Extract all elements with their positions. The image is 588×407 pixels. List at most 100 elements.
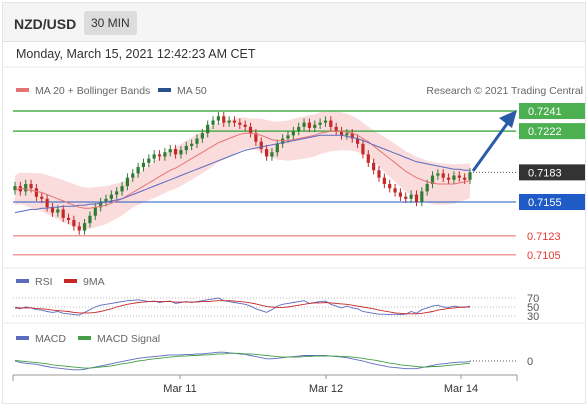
level-label-0.7105: 0.7105 — [527, 250, 561, 262]
macd-signal-legend-swatch — [78, 336, 91, 340]
rsi-level-label: 30 — [527, 311, 539, 323]
level-label-0.7183: 0.7183 — [528, 167, 562, 179]
macd-legend-swatch — [16, 336, 29, 340]
candle-body — [173, 149, 178, 155]
candle-body — [329, 120, 333, 127]
candle-body — [468, 172, 472, 180]
x-tick-label: Mar 14 — [444, 383, 478, 395]
candle-body — [420, 191, 424, 202]
timeframe-button[interactable]: 30 MIN — [84, 11, 137, 35]
candle-body — [50, 207, 55, 213]
candle-body — [446, 177, 451, 180]
chart-header: NZD/USD 30 MIN — [3, 3, 585, 42]
candle-body — [115, 191, 119, 195]
level-tag-0.7241 — [519, 103, 585, 119]
candle-body — [104, 198, 108, 202]
level-label-0.7155: 0.7155 — [528, 197, 562, 209]
candle-body — [190, 143, 194, 146]
candle-body — [179, 150, 183, 155]
candle-body — [88, 215, 92, 224]
x-tick-label: Mar 11 — [163, 383, 196, 395]
level-label-0.7222: 0.7222 — [528, 126, 562, 138]
candle-body — [393, 188, 397, 193]
candle-body — [355, 138, 360, 144]
candle-body — [441, 173, 445, 178]
macd-legend-label: MACD — [35, 333, 66, 345]
candle-body — [307, 122, 312, 128]
rsi-ma-line — [14, 300, 470, 315]
candlesticks — [13, 112, 472, 235]
candle-body — [200, 133, 204, 139]
x-axis-ticks: Mar 11 Mar 12 Mar 14 — [163, 375, 478, 395]
bollinger-band-area — [15, 111, 470, 230]
candle-body — [259, 141, 263, 150]
candle-body — [82, 223, 87, 231]
candle-body — [409, 194, 413, 199]
candle-body — [361, 143, 365, 155]
candle-body — [152, 154, 156, 159]
candle-body — [457, 175, 461, 178]
candle-body — [24, 184, 28, 192]
candle-body — [77, 226, 81, 231]
candle-body — [350, 133, 354, 139]
candle-body — [318, 122, 322, 125]
bollinger-bands — [15, 111, 470, 230]
macd-signal-legend-label: MACD Signal — [97, 333, 160, 345]
candle-body — [29, 184, 33, 189]
moving-averages — [14, 130, 471, 214]
candle-body — [232, 120, 237, 123]
candle-body — [382, 177, 386, 185]
candle-body — [93, 207, 97, 216]
level-label-0.7123: 0.7123 — [527, 231, 561, 243]
candle-body — [211, 120, 215, 125]
rsi-ma-legend-swatch — [64, 279, 77, 283]
macd-line — [14, 351, 471, 371]
candle-body — [281, 138, 285, 144]
candle-body — [120, 186, 124, 192]
ma50-line — [14, 134, 470, 214]
candle-body — [436, 173, 440, 176]
candle-body — [99, 202, 103, 208]
credit-text: Research © 2021 Trading Central — [426, 85, 583, 97]
candle-body — [463, 177, 467, 180]
ma50-legend-label: MA 50 — [177, 85, 207, 97]
x-tick-label: Mar 12 — [309, 383, 343, 395]
candle-body — [297, 126, 301, 132]
candle-body — [248, 126, 253, 134]
level-tag-0.7222 — [519, 123, 585, 140]
candle-body — [227, 120, 231, 123]
candle-body — [275, 143, 279, 153]
candle-body — [157, 154, 162, 157]
candle-body — [270, 152, 274, 157]
candle-body — [141, 162, 146, 168]
candle-body — [425, 184, 429, 192]
candle-body — [313, 124, 317, 128]
candle-body — [430, 175, 435, 185]
candle-body — [61, 209, 65, 218]
candle-body — [168, 149, 172, 153]
candle-body — [40, 196, 44, 199]
candle-body — [216, 116, 221, 121]
macd-panel: 0 — [14, 351, 533, 371]
candle-body — [254, 133, 258, 142]
candle-body — [345, 133, 349, 136]
candle-body — [56, 209, 60, 213]
candle-body — [264, 149, 269, 157]
currency-pair-title: NZD/USD — [14, 16, 77, 32]
level-tag-0.7183 — [519, 164, 585, 181]
candle-body — [339, 131, 344, 136]
candle-body — [125, 177, 130, 187]
candle-body — [243, 124, 247, 127]
candle-body — [323, 120, 328, 123]
rsi-level-label: 50 — [527, 302, 539, 314]
candle-body — [366, 154, 370, 163]
candle-body — [206, 124, 210, 134]
candle-body — [109, 194, 113, 199]
candle-body — [291, 131, 295, 136]
candle-body — [302, 122, 306, 127]
ma20-line — [14, 130, 471, 209]
rsi-level-label: 70 — [527, 293, 539, 305]
level-tag-0.7155 — [519, 194, 585, 210]
